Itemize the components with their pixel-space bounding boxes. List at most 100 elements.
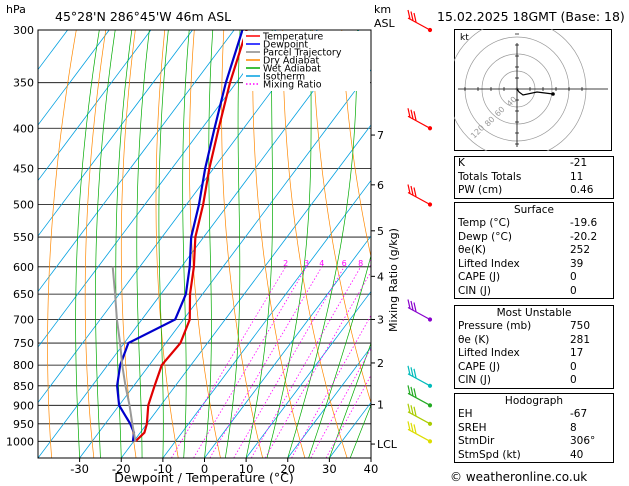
row-label: CAPE (J): [458, 271, 501, 283]
table-row: SREH 8: [455, 422, 613, 436]
wind-barb: [407, 108, 433, 131]
wind-barb: [407, 421, 433, 444]
row-value: 0: [570, 374, 577, 386]
pressure-tick-label: 550: [13, 231, 34, 244]
wind-barb: [407, 385, 433, 408]
height-tick-label: 7: [377, 129, 384, 142]
most-unstable-title: Most Unstable: [496, 307, 572, 319]
legend-entry: Temperature: [262, 32, 323, 43]
x-tick-label: 40: [364, 462, 379, 476]
pressure-tick-label: 700: [13, 313, 34, 326]
row-label: CIN (J): [458, 374, 491, 386]
x-axis-label: Dewpoint / Temperature (°C): [114, 470, 293, 485]
km-label: km: [374, 3, 392, 16]
wind-barb: [407, 299, 433, 322]
legend-entry: Isotherm: [263, 72, 305, 83]
row-label: CAPE (J): [458, 360, 501, 373]
dry-adiabat-line: [47, 30, 77, 458]
row-value: 306°: [570, 435, 596, 447]
height-tick-label: 1: [377, 399, 384, 412]
most-unstable-table: Most Unstable Pressure (mb) 750 θe (K) 281 L…: [454, 305, 614, 389]
dry-adiabat-line: [311, 30, 371, 404]
pressure-tick-label: 400: [13, 122, 34, 135]
height-tick-label: 6: [377, 179, 384, 192]
row-label: SREH: [458, 421, 487, 434]
row-value: -21: [570, 157, 588, 169]
series-parcel-trajectory: [111, 266, 137, 442]
wet-adiabat-line: [136, 30, 150, 458]
row-label: Pressure (mb): [458, 320, 532, 332]
wet-adiabat-line: [224, 30, 241, 458]
pressure-tick-label: 350: [13, 77, 34, 90]
height-tick-label: 5: [377, 225, 384, 238]
legend-entry: Mixing Ratio: [263, 80, 322, 91]
legend-entry: Parcel Trajectory: [263, 48, 342, 59]
mixing-ratio-axis-label: Mixing Ratio (g/kg): [387, 228, 400, 332]
wind-barb: [407, 184, 433, 207]
legend-entry: Dewpoint: [263, 40, 308, 51]
row-label: StmSpd (kt): [458, 448, 521, 461]
row-label: Lifted Index: [458, 257, 520, 270]
pressure-tick-label: 1000: [6, 435, 34, 448]
isotherm-line: [38, 30, 193, 237]
isotherm-line: [162, 179, 371, 458]
table-row: StmSpd (kt) 40: [455, 449, 613, 463]
wind-barb: [407, 403, 433, 426]
row-value: -20.2: [570, 230, 598, 243]
mixing-ratio-line: [171, 266, 286, 458]
mixing-ratio-label: 4: [319, 259, 324, 268]
table-row: K -21: [455, 157, 613, 171]
height-tick-label: LCL: [377, 438, 398, 451]
row-value: 252: [570, 244, 591, 256]
surface-table: Surface Temp (°C) -19.6 Dewp (°C) -20.2 θe(K…: [454, 202, 614, 299]
mixing-ratio-label: 8: [358, 259, 363, 268]
height-tick-label: 3: [377, 313, 384, 326]
isotherm-line: [38, 30, 235, 293]
series-dewpoint: [116, 30, 244, 442]
pressure-tick-label: 900: [13, 399, 34, 412]
storm-motion-point: [551, 92, 555, 96]
legend-box: [243, 31, 370, 91]
table-row: θe (K) 281: [455, 334, 613, 348]
dry-adiabat-line: [189, 30, 221, 458]
wind-barb: [407, 9, 433, 33]
isotherm-line: [38, 30, 277, 348]
row-value: 0: [570, 271, 577, 283]
hodograph-trace: [516, 88, 554, 96]
mixing-ratio-label: 10: [369, 259, 379, 268]
isotherm-line: [245, 290, 371, 458]
row-value: 0: [570, 360, 577, 373]
hodograph-table: Hodograph EH -67 SREH 8 StmDir 306° StmSpd (kt…: [454, 393, 614, 463]
wet-adiabat-line: [287, 30, 358, 458]
wind-barb: [407, 365, 433, 388]
row-value: 40: [570, 448, 584, 461]
row-label: Temp (°C): [458, 217, 511, 229]
row-label: K: [458, 157, 465, 169]
mixing-ratio-line: [310, 347, 371, 458]
wet-adiabat-line: [182, 30, 190, 458]
dry-adiabat-line: [84, 30, 107, 458]
isotherm-line: [38, 30, 152, 182]
wet-adiabat-line: [158, 30, 169, 458]
hodograph-table-title: Hodograph: [504, 395, 564, 407]
legend-entry: Dry Adiabat: [263, 56, 320, 67]
pressure-tick-label: 650: [13, 288, 34, 301]
mixing-ratio-line: [291, 314, 371, 458]
isotherm-line: [287, 346, 371, 458]
height-tick-label: 4: [377, 270, 384, 283]
dry-adiabat-line: [120, 30, 137, 458]
dry-adiabat-line: [221, 30, 264, 458]
x-tick-label: -30: [70, 462, 89, 476]
mixing-ratio-label: 20: [411, 259, 421, 268]
wet-adiabat-line: [349, 404, 371, 458]
isotherm-line: [204, 235, 371, 458]
row-value: 11: [570, 170, 584, 183]
mixing-ratio-line: [264, 270, 371, 458]
dry-adiabat-line: [155, 30, 179, 458]
row-label: Dewp (°C): [458, 230, 512, 243]
row-label: EH: [458, 408, 473, 420]
pressure-tick-label: 850: [13, 380, 34, 393]
table-row: PW (cm) 0.46: [455, 184, 613, 198]
table-row: Lifted Index 39: [455, 258, 613, 272]
